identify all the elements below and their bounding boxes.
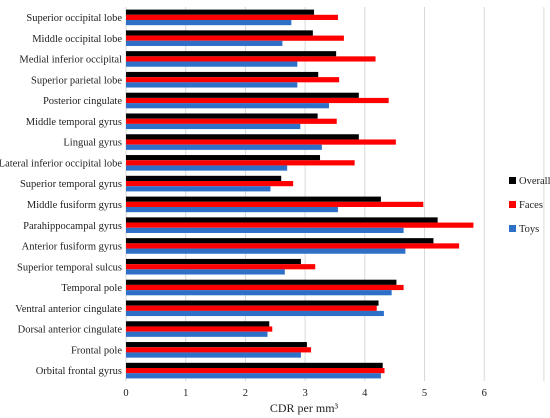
x-tick-label: 1 [183, 388, 188, 399]
bar-overall [126, 92, 359, 98]
bar-toys [126, 61, 298, 67]
bar-faces [126, 35, 344, 41]
bar-toys [126, 19, 292, 26]
bar-faces [126, 97, 389, 104]
category-label: Middle fusiform gyrus [27, 200, 122, 211]
bar-toys [126, 82, 298, 88]
bar-faces [126, 139, 396, 145]
bar-overall [126, 196, 381, 202]
bar-overall [126, 238, 434, 244]
bar-overall [126, 30, 313, 36]
bar-toys [126, 352, 301, 358]
bar-faces [126, 305, 377, 311]
x-tick-label: 0 [123, 388, 128, 399]
legend-label-toys: Toys [519, 224, 539, 235]
bar-overall [126, 300, 379, 306]
bar-faces [126, 201, 424, 207]
bar-overall [126, 9, 315, 15]
bar-toys [126, 373, 381, 379]
category-label: Anterior fusiform gyrus [22, 242, 122, 253]
bar-faces [126, 326, 273, 332]
legend-swatch-faces [509, 201, 516, 208]
bar-faces [126, 181, 294, 187]
legend-label-faces: Faces [519, 200, 543, 211]
bar-toys [126, 165, 288, 171]
grid-lines [125, 7, 545, 381]
bar-faces [126, 347, 312, 353]
bar-overall [126, 258, 301, 265]
x-tick-labels: 0 1 2 3 4 5 6 [123, 388, 486, 399]
category-label: Orbital frontal gyrus [36, 366, 122, 377]
x-tick-label: 5 [422, 388, 427, 399]
bar-toys [126, 40, 283, 46]
bar-toys [126, 310, 384, 317]
bar-toys [126, 227, 404, 233]
category-label: Parahippocampal gyrus [23, 221, 122, 232]
bar-faces [126, 56, 376, 62]
bar-toys [126, 186, 271, 192]
bar-faces [126, 77, 340, 83]
category-label: Medial inferior occipital [19, 55, 122, 66]
category-label: Dorsal anterior cingulate [18, 325, 123, 336]
category-label: Temporal pole [61, 283, 122, 294]
x-tick-label: 3 [302, 388, 307, 399]
bar-toys [126, 206, 338, 213]
bar-overall [126, 113, 318, 119]
bar-overall [126, 155, 321, 161]
bar-toys [126, 290, 392, 296]
bar-overall [126, 217, 438, 223]
category-label: Lingual gyrus [63, 138, 122, 149]
category-label: Middle temporal gyrus [26, 117, 122, 128]
legend: Overall Faces Toys [509, 176, 550, 235]
bar-overall [126, 342, 307, 348]
bar-toys [126, 269, 285, 275]
bar-faces [126, 222, 474, 228]
category-label: Posterior cingulate [43, 96, 122, 107]
bar-faces [126, 264, 316, 270]
category-label: Superior temporal gyrus [20, 179, 122, 190]
bar-faces [126, 243, 460, 249]
category-label: Superior parietal lobe [31, 75, 122, 86]
x-axis-title: CDR per mm³ [270, 401, 339, 415]
category-label: Ventral anterior cingulate [15, 304, 122, 315]
bar-overall [126, 279, 397, 285]
legend-swatch-overall [509, 177, 516, 184]
category-label: Frontal pole [71, 345, 122, 356]
bar-overall [126, 51, 337, 57]
bar-overall [126, 134, 359, 140]
bar-faces [126, 284, 404, 291]
x-tick-label: 2 [243, 388, 248, 399]
category-label: Superior occipital lobe [26, 13, 122, 24]
bar-overall [126, 321, 270, 327]
bar-toys [126, 144, 322, 150]
bar-toys [126, 123, 301, 130]
bar-faces [126, 368, 385, 374]
bar-faces [126, 118, 337, 124]
bar-faces [126, 14, 338, 20]
x-tick-label: 4 [362, 388, 368, 399]
category-label: Lateral inferior occipital lobe [0, 158, 122, 169]
bar-overall [126, 71, 319, 78]
bar-overall [126, 362, 383, 369]
bar-toys [126, 331, 268, 337]
bar-faces [126, 160, 355, 166]
category-labels: Superior occipital lobe Middle occipital … [0, 13, 122, 377]
category-label: Superior temporal sulcus [17, 262, 122, 273]
legend-swatch-toys [509, 225, 516, 232]
category-label: Middle occipital lobe [32, 34, 122, 45]
bar-overall [126, 175, 282, 182]
bars [126, 9, 474, 379]
legend-label-overall: Overall [519, 176, 550, 187]
bar-toys [126, 103, 329, 109]
bar-toys [126, 248, 406, 254]
x-tick-label: 6 [482, 388, 487, 399]
